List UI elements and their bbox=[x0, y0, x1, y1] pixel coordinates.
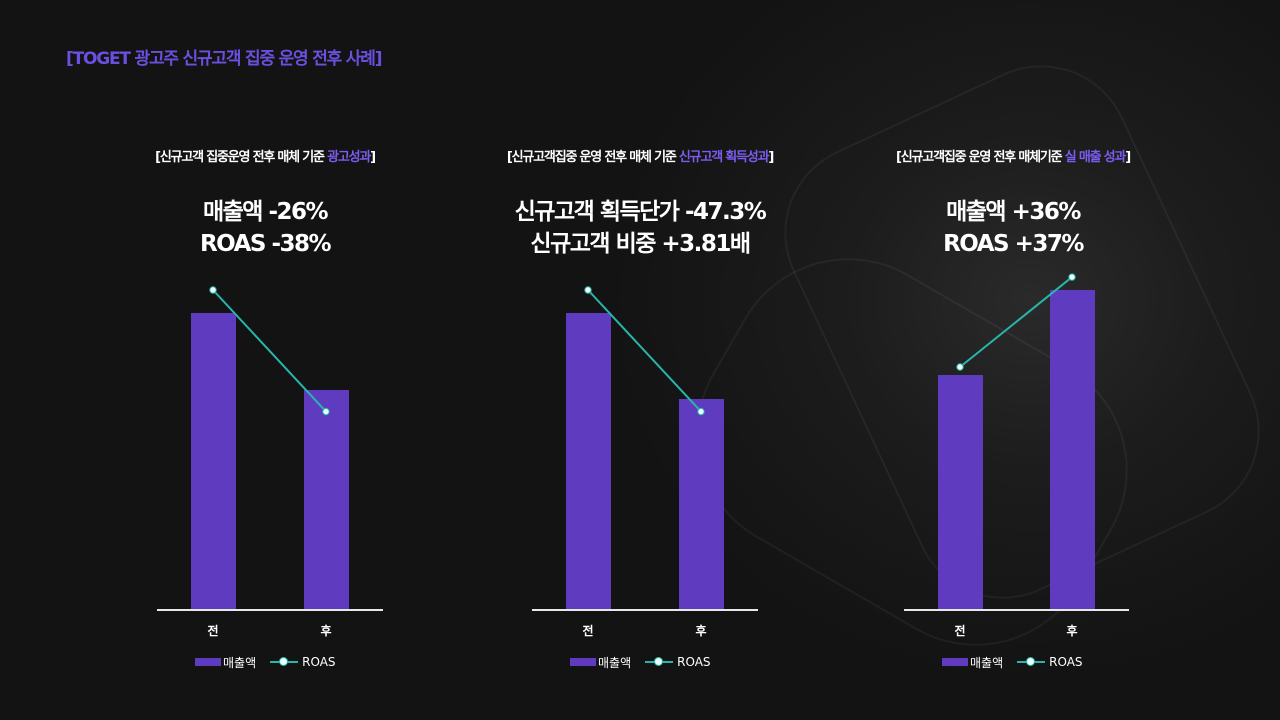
legend-label-revenue: 매출액 bbox=[970, 655, 1004, 670]
x-tick-label: 전 bbox=[207, 624, 219, 638]
bar-revenue bbox=[304, 390, 349, 610]
panel-subtitle: [신규고객집중 운영 전후 매체기준 실 매출 성과] bbox=[853, 146, 1173, 165]
chart-legend: 매출액 ROAS bbox=[942, 654, 1083, 670]
bar-revenue bbox=[679, 399, 724, 610]
panel-subtitle: [신규고객집중 운영 전후 매체 기준 신규고객 획득성과] bbox=[460, 146, 820, 165]
x-tick-label: 전 bbox=[582, 624, 594, 638]
legend-line-swatch-icon bbox=[1017, 658, 1046, 665]
x-axis-line bbox=[532, 609, 758, 611]
headline-line-share: 신규고객 비중 +3.81배 bbox=[530, 231, 751, 257]
subtitle-text: [신규고객집중 운영 전후 매체 기준 bbox=[506, 150, 679, 165]
headline: 매출액 +36% ROAS +37% bbox=[813, 196, 1213, 260]
legend-label-roas: ROAS bbox=[1049, 655, 1083, 669]
x-tick-label: 전 bbox=[954, 624, 966, 638]
legend-label-revenue: 매출액 bbox=[223, 655, 257, 670]
headline-line-cpa: 신규고객 획득단가 -47.3% bbox=[514, 199, 767, 225]
chart-legend: 매출액 ROAS bbox=[195, 654, 336, 670]
x-tick-label: 후 bbox=[320, 624, 332, 638]
bar-revenue bbox=[566, 313, 611, 610]
subtitle-text: [신규고객집중 운영 전후 매체기준 bbox=[896, 150, 1065, 165]
bar-revenue bbox=[1050, 290, 1095, 610]
legend-label-revenue: 매출액 bbox=[598, 655, 632, 670]
legend-bar-swatch-icon bbox=[942, 658, 968, 666]
page-title: [TOGET 광고주 신규고객 집중 운영 전후 사례] bbox=[66, 49, 382, 69]
headline-line-roas: ROAS +37% bbox=[943, 231, 1084, 257]
subtitle-text: ] bbox=[370, 150, 376, 165]
subtitle-highlight: 신규고객 획득성과 bbox=[678, 150, 770, 165]
bar-revenue bbox=[191, 313, 236, 610]
headline: 매출액 -26% ROAS -38% bbox=[65, 196, 465, 260]
legend-line-swatch-icon bbox=[270, 658, 299, 665]
headline-line-roas: ROAS -38% bbox=[199, 231, 332, 257]
headline: 신규고객 획득단가 -47.3% 신규고객 비중 +3.81배 bbox=[440, 196, 840, 260]
subtitle-highlight: 실 매출 성과 bbox=[1064, 150, 1127, 165]
x-axis-line bbox=[904, 609, 1129, 611]
headline-line-revenue: 매출액 -26% bbox=[202, 199, 329, 225]
panel-actual-sales: [신규고객집중 운영 전후 매체기준 실 매출 성과] 매출액 +36% ROA… bbox=[893, 0, 1133, 720]
panel-ad-performance: [신규고객 집중운영 전후 매체 기준 광고성과] 매출액 -26% ROAS … bbox=[145, 0, 385, 720]
legend-bar-swatch-icon bbox=[195, 658, 221, 666]
chart-legend: 매출액 ROAS bbox=[570, 654, 711, 670]
subtitle-text: ] bbox=[1125, 150, 1131, 165]
x-tick-label: 후 bbox=[695, 624, 707, 638]
legend-label-roas: ROAS bbox=[302, 655, 336, 669]
headline-line-revenue: 매출액 +36% bbox=[946, 199, 1081, 225]
bar-revenue bbox=[938, 375, 983, 610]
panel-new-customer-acquisition: [신규고객집중 운영 전후 매체 기준 신규고객 획득성과] 신규고객 획득단가… bbox=[507, 0, 774, 720]
x-tick-label: 후 bbox=[1066, 624, 1078, 638]
subtitle-text: ] bbox=[768, 150, 774, 165]
legend-bar-swatch-icon bbox=[570, 658, 596, 666]
subtitle-text: [신규고객 집중운영 전후 매체 기준 bbox=[155, 150, 328, 165]
subtitle-highlight: 광고성과 bbox=[327, 150, 371, 165]
x-axis-line bbox=[157, 609, 383, 611]
panel-subtitle: [신규고객 집중운영 전후 매체 기준 광고성과] bbox=[125, 146, 405, 165]
legend-line-swatch-icon bbox=[645, 658, 674, 665]
legend-label-roas: ROAS bbox=[677, 655, 711, 669]
